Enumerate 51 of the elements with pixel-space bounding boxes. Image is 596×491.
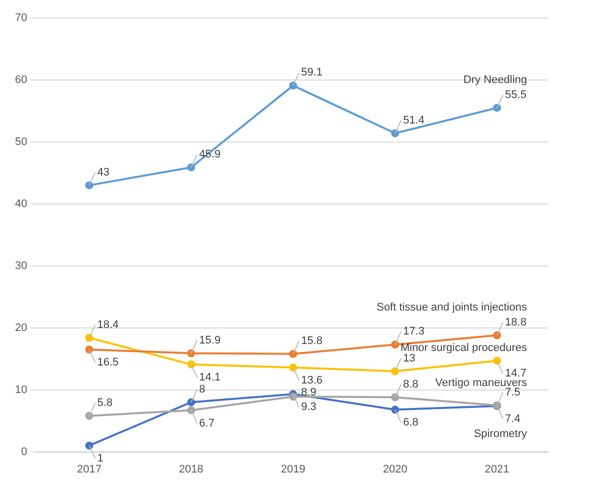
point	[187, 398, 196, 406]
text: Soft tissue and joints injections	[376, 301, 528, 314]
y-tick-label: 30	[14, 260, 28, 272]
data-label: 14.1	[199, 371, 221, 384]
data-label: 18.4	[97, 318, 119, 331]
point	[187, 349, 196, 358]
data-label: 13	[403, 352, 416, 364]
data-label: 8.9	[301, 386, 316, 399]
x-tick-label: 2020	[382, 463, 408, 476]
data-label: 9.3	[301, 401, 316, 414]
point	[85, 334, 94, 342]
point	[85, 412, 94, 420]
y-tick-label: 70	[14, 12, 28, 24]
x-tick-label: 2018	[178, 463, 204, 476]
data-label: 8.8	[403, 378, 418, 390]
data-label: 7.5	[505, 386, 520, 398]
y-tick-label: 50	[14, 136, 28, 148]
y-tick-label: 0	[21, 446, 28, 458]
data-label: 59.1	[301, 66, 323, 79]
data-label: 6.8	[403, 416, 418, 429]
point	[289, 364, 298, 372]
text: Dry Needling	[463, 74, 528, 86]
y-tick-label: 20	[14, 322, 28, 334]
data-label: 17.3	[403, 326, 424, 338]
data-label: 8	[199, 383, 206, 396]
data-label: 15.8	[301, 334, 323, 347]
data-label: 13.6	[301, 374, 323, 387]
y-tick-label: 10	[14, 384, 28, 396]
data-label: 6.7	[199, 417, 214, 430]
data-label: 15.9	[199, 334, 221, 346]
data-label: 7.4	[505, 412, 520, 425]
data-label: 14.7	[505, 368, 526, 380]
data-label: 51.4	[403, 114, 424, 126]
data-label: 55.5	[505, 88, 526, 101]
x-tick-label: 2021	[484, 463, 510, 476]
point	[391, 340, 400, 349]
series-label: Spirometry	[474, 428, 528, 440]
x-tick-label: 2019	[280, 463, 306, 476]
x-tick-label: 2017	[76, 463, 102, 476]
data-label: 5.8	[97, 396, 113, 409]
data-label: 43	[97, 166, 110, 178]
series-label: Minor surgical procedures	[400, 342, 528, 354]
point	[391, 406, 400, 414]
y-tick-label: 60	[14, 74, 28, 86]
data-label: 18.8	[505, 316, 526, 328]
point	[187, 163, 196, 172]
point	[289, 350, 298, 358]
y-tick-label: 40	[14, 198, 28, 210]
data-label: 1	[97, 452, 104, 465]
data-label: 16.5	[97, 356, 119, 369]
point	[85, 181, 94, 190]
